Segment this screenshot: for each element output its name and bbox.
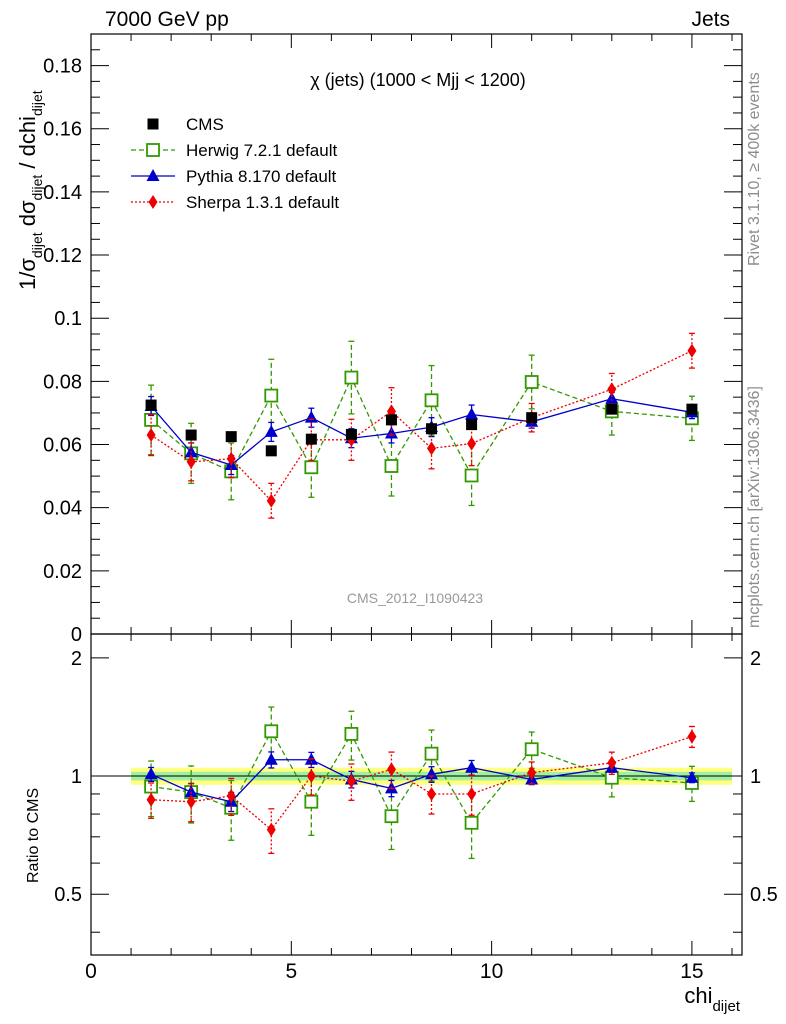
sherpa-ratio-point [687, 729, 697, 744]
y-tick-label: 0.18 [43, 56, 82, 78]
y-tick-label: 0.1 [54, 308, 82, 330]
herwig-point [424, 393, 439, 408]
pythia-ratio-point [425, 767, 439, 780]
sherpa-ratio-point [527, 765, 537, 780]
legend-herwig-label: Herwig 7.2.1 default [186, 141, 337, 160]
sherpa-point [467, 436, 477, 451]
ratio-tick-label-right: 2 [750, 648, 761, 670]
y-tick-label: 0.06 [43, 435, 82, 457]
herwig-ratio-point [144, 779, 158, 794]
herwig-ratio-point [424, 746, 439, 761]
y-tick-label: 0.08 [43, 371, 82, 393]
x-tick-label: 0 [85, 960, 97, 983]
chart-title: χ (jets) (1000 < Mjj < 1200) [310, 70, 526, 90]
y-tick-label: 0.14 [43, 182, 82, 204]
cms-point [466, 419, 478, 431]
pythia-ratio-point [465, 760, 479, 773]
pythia-point [304, 410, 318, 423]
herwig-ratio-point [344, 727, 359, 741]
x-tick-label: 5 [285, 960, 297, 983]
x-tick-label: 10 [480, 960, 503, 983]
cms-point [185, 429, 197, 441]
cms-point [385, 414, 397, 426]
cms-point [305, 433, 317, 445]
cms-point [345, 428, 357, 440]
cms-point [225, 431, 237, 443]
sherpa-ratio-point [306, 769, 316, 784]
ratio-tick-label: 2 [71, 648, 82, 670]
ratio-plot-frame [90, 633, 743, 956]
legend-sherpa-label: Sherpa 1.3.1 default [186, 193, 339, 212]
x-tick-label: 15 [680, 960, 703, 983]
x-axis-label: chidijet [684, 983, 740, 1015]
pythia-point [465, 407, 479, 420]
sherpa-ratio-point [386, 762, 396, 777]
y-tick-label: 0.02 [43, 561, 82, 583]
pythia-ratio-point [264, 752, 278, 765]
legend-herwig-marker [146, 143, 160, 157]
cms-point [145, 399, 157, 411]
pythia-ratio-point [144, 767, 158, 780]
ratio-tick-label-right: 0.5 [750, 884, 778, 906]
legend-pythia-label: Pythia 8.170 default [186, 167, 337, 186]
ratio-tick-label: 1 [71, 766, 82, 788]
cms-point [526, 412, 538, 424]
legend-cms-label: CMS [186, 115, 224, 134]
y-tick-label: 0.16 [43, 119, 82, 141]
y-tick-label: 0.04 [43, 498, 82, 520]
cms-point [606, 403, 618, 415]
sherpa-ratio-point [607, 755, 617, 770]
pythia-ratio-point [184, 785, 198, 798]
pythia-point [605, 391, 619, 404]
sherpa-ratio-point [186, 794, 196, 809]
sherpa-point [687, 343, 697, 358]
pythia-ratio-point [685, 770, 699, 783]
herwig-ratio-point [304, 794, 319, 809]
herwig-point [524, 375, 539, 389]
herwig-point [344, 370, 359, 385]
sherpa-ratio-point [346, 774, 356, 789]
sherpa-ratio-point [146, 792, 156, 807]
ratio-axis-label: Ratio to CMS [25, 788, 42, 883]
analysis-watermark: CMS_2012_I1090423 [347, 590, 483, 606]
sherpa-line [150, 350, 693, 502]
cms-point [686, 403, 698, 415]
sherpa-point [226, 451, 236, 466]
ratio-tick-label-right: 1 [750, 766, 761, 788]
sherpa-ratio-point [266, 822, 276, 837]
sherpa-ratio-line [151, 735, 693, 831]
sherpa-point [186, 454, 196, 469]
legend-sherpa-marker [148, 195, 158, 209]
legend-cms-marker [147, 118, 159, 130]
y-axis-label: 1/σdijet dσdijet / dchidijet [15, 90, 45, 290]
cms-point [426, 423, 438, 435]
herwig-ratio-point [384, 809, 399, 824]
herwig-ratio-point [524, 742, 539, 757]
herwig-point [304, 460, 319, 475]
pythia-ratio-line [150, 759, 693, 803]
pythia-point [264, 424, 278, 437]
y-tick-label: 0 [71, 624, 82, 646]
herwig-point [464, 468, 479, 483]
herwig-ratio-point [264, 724, 279, 739]
sherpa-point [427, 441, 437, 456]
herwig-point [384, 459, 399, 473]
y-tick-label: 0.12 [43, 245, 82, 267]
pythia-point [384, 426, 398, 439]
herwig-ratio-point [464, 815, 479, 830]
pythia-line [150, 398, 693, 466]
herwig-point [264, 388, 279, 403]
sherpa-ratio-point [467, 786, 477, 801]
cms-point [265, 445, 277, 457]
sherpa-point [607, 382, 617, 397]
ratio-tick-label: 0.5 [54, 884, 82, 906]
header-process-label: Jets [691, 8, 730, 31]
sherpa-point [266, 493, 276, 508]
sherpa-ratio-point [226, 788, 236, 803]
sherpa-ratio-point [427, 786, 437, 801]
header-energy-label: 7000 GeV pp [105, 8, 229, 31]
legend-pythia-marker [146, 169, 160, 181]
sherpa-point [146, 428, 156, 443]
